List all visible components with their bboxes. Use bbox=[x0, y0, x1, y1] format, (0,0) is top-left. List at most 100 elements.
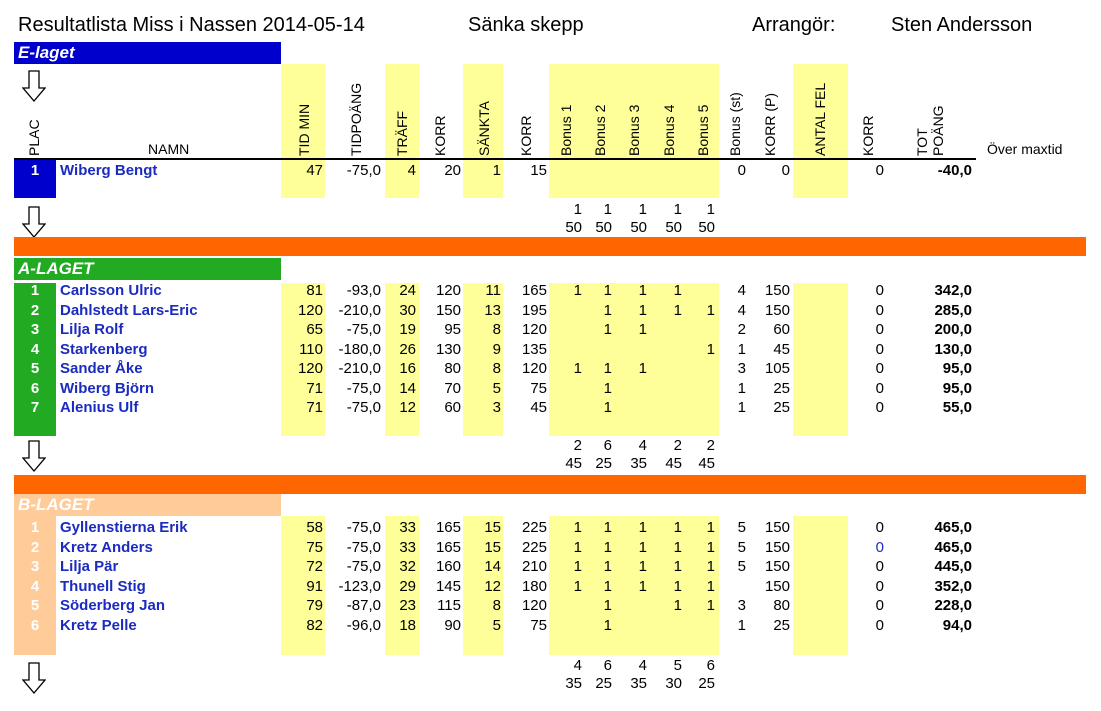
place-number: 1 bbox=[30, 282, 40, 299]
cell-korr3: 0 bbox=[875, 577, 884, 595]
cell-b1: 1 bbox=[573, 360, 582, 377]
cell-tid: 65 bbox=[306, 321, 323, 338]
bonus-count: 4 bbox=[573, 657, 582, 674]
player-name: Sander Åke bbox=[60, 360, 143, 377]
bonus-points: 25 bbox=[595, 455, 612, 472]
col-header-korr-p: KORR (P) bbox=[762, 93, 778, 156]
player-name: Kretz Pelle bbox=[60, 616, 137, 634]
player-name: Wiberg Björn bbox=[60, 379, 155, 397]
cell-tot: 465,0 bbox=[934, 538, 972, 556]
cell-traff: 18 bbox=[399, 616, 416, 634]
cell-b2: 1 bbox=[603, 538, 612, 556]
cell-bst: 4 bbox=[737, 282, 746, 299]
cell-tid: 79 bbox=[306, 597, 323, 614]
cell-b2: 1 bbox=[603, 360, 612, 377]
cell-korr1: 120 bbox=[435, 282, 461, 299]
cell-sankta: 12 bbox=[484, 577, 501, 595]
place-number: 4 bbox=[30, 340, 40, 358]
cell-b2: 1 bbox=[603, 558, 612, 575]
bonus-count: 1 bbox=[603, 201, 612, 218]
cell-traff: 4 bbox=[407, 162, 416, 179]
place-strip-e bbox=[14, 160, 56, 198]
col-header-antal-fel: ANTAL FEL bbox=[812, 82, 828, 156]
cell-sankta: 15 bbox=[484, 538, 501, 556]
cell-tid: 71 bbox=[306, 379, 323, 397]
cell-bst: 5 bbox=[737, 558, 746, 575]
cell-b2: 1 bbox=[603, 282, 612, 299]
cell-bst: 1 bbox=[737, 340, 746, 358]
cell-b3: 1 bbox=[638, 282, 647, 299]
cell-tid: 120 bbox=[297, 360, 323, 377]
col-header-bonus-2: Bonus 2 bbox=[592, 104, 608, 156]
cell-b5: 1 bbox=[706, 597, 715, 614]
cell-b1: 1 bbox=[573, 538, 582, 556]
cell-korrp: 150 bbox=[764, 519, 790, 536]
cell-korrp: 45 bbox=[773, 340, 790, 358]
bonus-count: 2 bbox=[573, 437, 582, 454]
cell-sankta: 1 bbox=[492, 162, 501, 179]
cell-tot: 95,0 bbox=[942, 360, 972, 377]
place-number: 2 bbox=[30, 301, 40, 319]
cell-korr1: 80 bbox=[444, 360, 461, 377]
cell-tot: 130,0 bbox=[934, 340, 972, 358]
place-number: 6 bbox=[30, 379, 40, 397]
header-rule bbox=[14, 158, 976, 160]
cell-tidp: -87,0 bbox=[346, 597, 381, 614]
cell-korr2: 75 bbox=[530, 616, 547, 634]
cell-korr2: 135 bbox=[521, 340, 547, 358]
divider-band bbox=[14, 475, 1086, 494]
cell-korr2: 180 bbox=[521, 577, 547, 595]
cell-tot: 342,0 bbox=[934, 282, 972, 299]
player-name: Carlsson Ulric bbox=[60, 282, 162, 299]
cell-korrp: 25 bbox=[773, 379, 790, 397]
cell-b1: 1 bbox=[573, 282, 582, 299]
bonus-count: 4 bbox=[638, 657, 647, 674]
cell-korrp: 25 bbox=[773, 399, 790, 416]
cell-korr2: 45 bbox=[530, 399, 547, 416]
place-strip-b bbox=[14, 516, 56, 655]
bonus-points: 35 bbox=[630, 675, 647, 692]
divider-band bbox=[14, 237, 1086, 256]
cell-tot: -40,0 bbox=[937, 162, 972, 179]
bonus-points: 50 bbox=[565, 219, 582, 236]
cell-korr2: 210 bbox=[521, 558, 547, 575]
cell-tid: 91 bbox=[306, 577, 323, 595]
place-number: 1 bbox=[30, 519, 40, 536]
cell-traff: 33 bbox=[399, 519, 416, 536]
cell-korr1: 165 bbox=[435, 538, 461, 556]
cell-tot: 200,0 bbox=[934, 321, 972, 338]
player-name: Wiberg Bengt bbox=[60, 162, 158, 179]
cell-bst: 1 bbox=[737, 399, 746, 416]
cell-b3: 1 bbox=[638, 538, 647, 556]
cell-sankta: 5 bbox=[492, 379, 501, 397]
bonus-count: 6 bbox=[603, 657, 612, 674]
cell-korrp: 150 bbox=[764, 301, 790, 319]
cell-korrp: 105 bbox=[764, 360, 790, 377]
cell-b1: 1 bbox=[573, 519, 582, 536]
cell-tot: 95,0 bbox=[942, 379, 972, 397]
cell-bst: 0 bbox=[737, 162, 746, 179]
cell-b4: 1 bbox=[673, 538, 682, 556]
cell-tid: 81 bbox=[306, 282, 323, 299]
cell-tidp: -210,0 bbox=[338, 301, 381, 319]
cell-tidp: -96,0 bbox=[346, 616, 381, 634]
cell-b2: 1 bbox=[603, 597, 612, 614]
bonus-points: 35 bbox=[630, 455, 647, 472]
bonus-points: 50 bbox=[595, 219, 612, 236]
cell-traff: 33 bbox=[399, 538, 416, 556]
cell-tidp: -75,0 bbox=[346, 519, 381, 536]
cell-korr1: 20 bbox=[444, 162, 461, 179]
cell-sankta: 11 bbox=[485, 282, 501, 299]
player-name: Kretz Anders bbox=[60, 538, 153, 556]
team-label-a: A-LAGET bbox=[14, 258, 281, 280]
place-number: 5 bbox=[30, 360, 40, 377]
cell-tid: 75 bbox=[306, 538, 323, 556]
cell-b3: 1 bbox=[638, 519, 647, 536]
cell-korr3: 0 bbox=[875, 379, 884, 397]
cell-tid: 110 bbox=[299, 340, 323, 358]
cell-bst: 2 bbox=[737, 321, 746, 338]
bonus-points: 35 bbox=[565, 675, 582, 692]
cell-tid: 58 bbox=[306, 519, 323, 536]
bonus-count: 1 bbox=[573, 201, 582, 218]
cell-tidp: -93,0 bbox=[346, 282, 381, 299]
